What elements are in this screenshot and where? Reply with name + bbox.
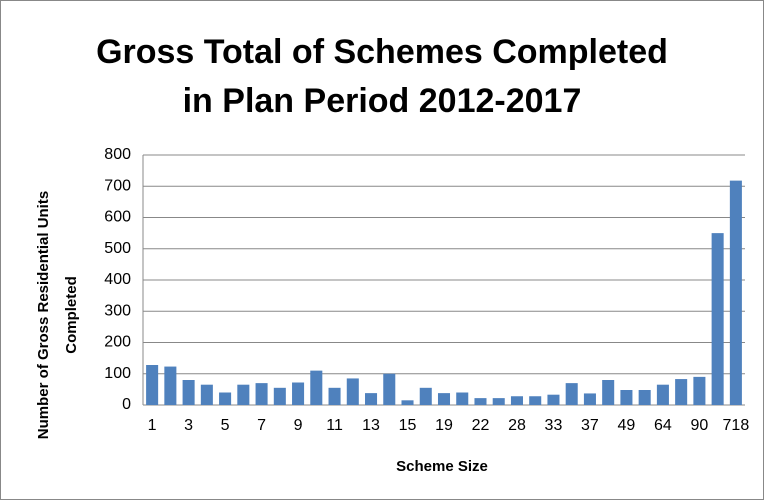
x-tick-label: 9 xyxy=(294,417,303,434)
x-tick-label: 1 xyxy=(148,417,157,434)
x-axis-title: Scheme Size xyxy=(396,458,488,475)
y-tick-label: 100 xyxy=(104,365,131,382)
bar xyxy=(182,380,195,405)
x-tick-label: 7 xyxy=(257,417,266,434)
x-tick-label: 13 xyxy=(362,417,380,434)
bar xyxy=(583,393,596,405)
bar xyxy=(328,387,341,405)
bar xyxy=(729,180,742,405)
x-tick-label: 5 xyxy=(221,417,230,434)
bar xyxy=(273,387,286,405)
bar xyxy=(602,380,615,405)
y-tick-label: 400 xyxy=(104,271,131,288)
bar xyxy=(310,370,323,405)
bar xyxy=(401,400,414,405)
bar xyxy=(146,365,159,405)
y-tick-label: 500 xyxy=(104,240,131,257)
y-tick-label: 200 xyxy=(104,334,131,351)
y-tick-label: 700 xyxy=(104,177,131,194)
bar xyxy=(419,387,432,405)
x-tick-label: 33 xyxy=(545,417,563,434)
x-tick-label: 718 xyxy=(723,417,750,434)
bar xyxy=(620,390,633,405)
bar xyxy=(474,398,487,405)
x-tick-label: 90 xyxy=(690,417,708,434)
x-tick-label: 64 xyxy=(654,417,672,434)
bar xyxy=(255,383,268,405)
bar xyxy=(656,384,669,405)
x-tick-label: 3 xyxy=(184,417,193,434)
bar xyxy=(529,396,542,405)
y-tick-label: 0 xyxy=(122,396,131,413)
bar xyxy=(565,383,578,405)
bar xyxy=(456,392,469,405)
bar xyxy=(437,393,451,405)
bar xyxy=(711,233,724,405)
chart-title: in Plan Period 2012-2017 xyxy=(183,82,582,120)
bar xyxy=(365,393,378,405)
y-axis-title: Number of Gross Residential Units xyxy=(35,191,52,439)
x-tick-label: 49 xyxy=(618,417,636,434)
y-axis-title: Completed xyxy=(63,276,80,354)
x-tick-label: 37 xyxy=(581,417,599,434)
x-tick-label: 15 xyxy=(399,417,417,434)
bar xyxy=(292,382,305,405)
bar xyxy=(693,376,706,405)
bar xyxy=(638,390,651,405)
bar xyxy=(164,366,177,405)
bar xyxy=(510,396,523,405)
bar xyxy=(547,394,560,405)
chart-title: Gross Total of Schemes Completed xyxy=(96,33,668,71)
y-tick-label: 600 xyxy=(104,209,131,226)
bar xyxy=(383,373,396,405)
bar xyxy=(346,378,359,405)
bar xyxy=(492,398,505,405)
bar xyxy=(200,384,213,405)
x-tick-label: 19 xyxy=(435,417,453,434)
y-tick-label: 800 xyxy=(104,146,131,163)
y-tick-label: 300 xyxy=(104,302,131,319)
bar xyxy=(219,392,232,405)
bar xyxy=(237,384,250,405)
bar xyxy=(675,379,688,405)
x-tick-label: 28 xyxy=(508,417,526,434)
x-tick-label: 11 xyxy=(326,417,343,434)
x-tick-label: 22 xyxy=(472,417,490,434)
